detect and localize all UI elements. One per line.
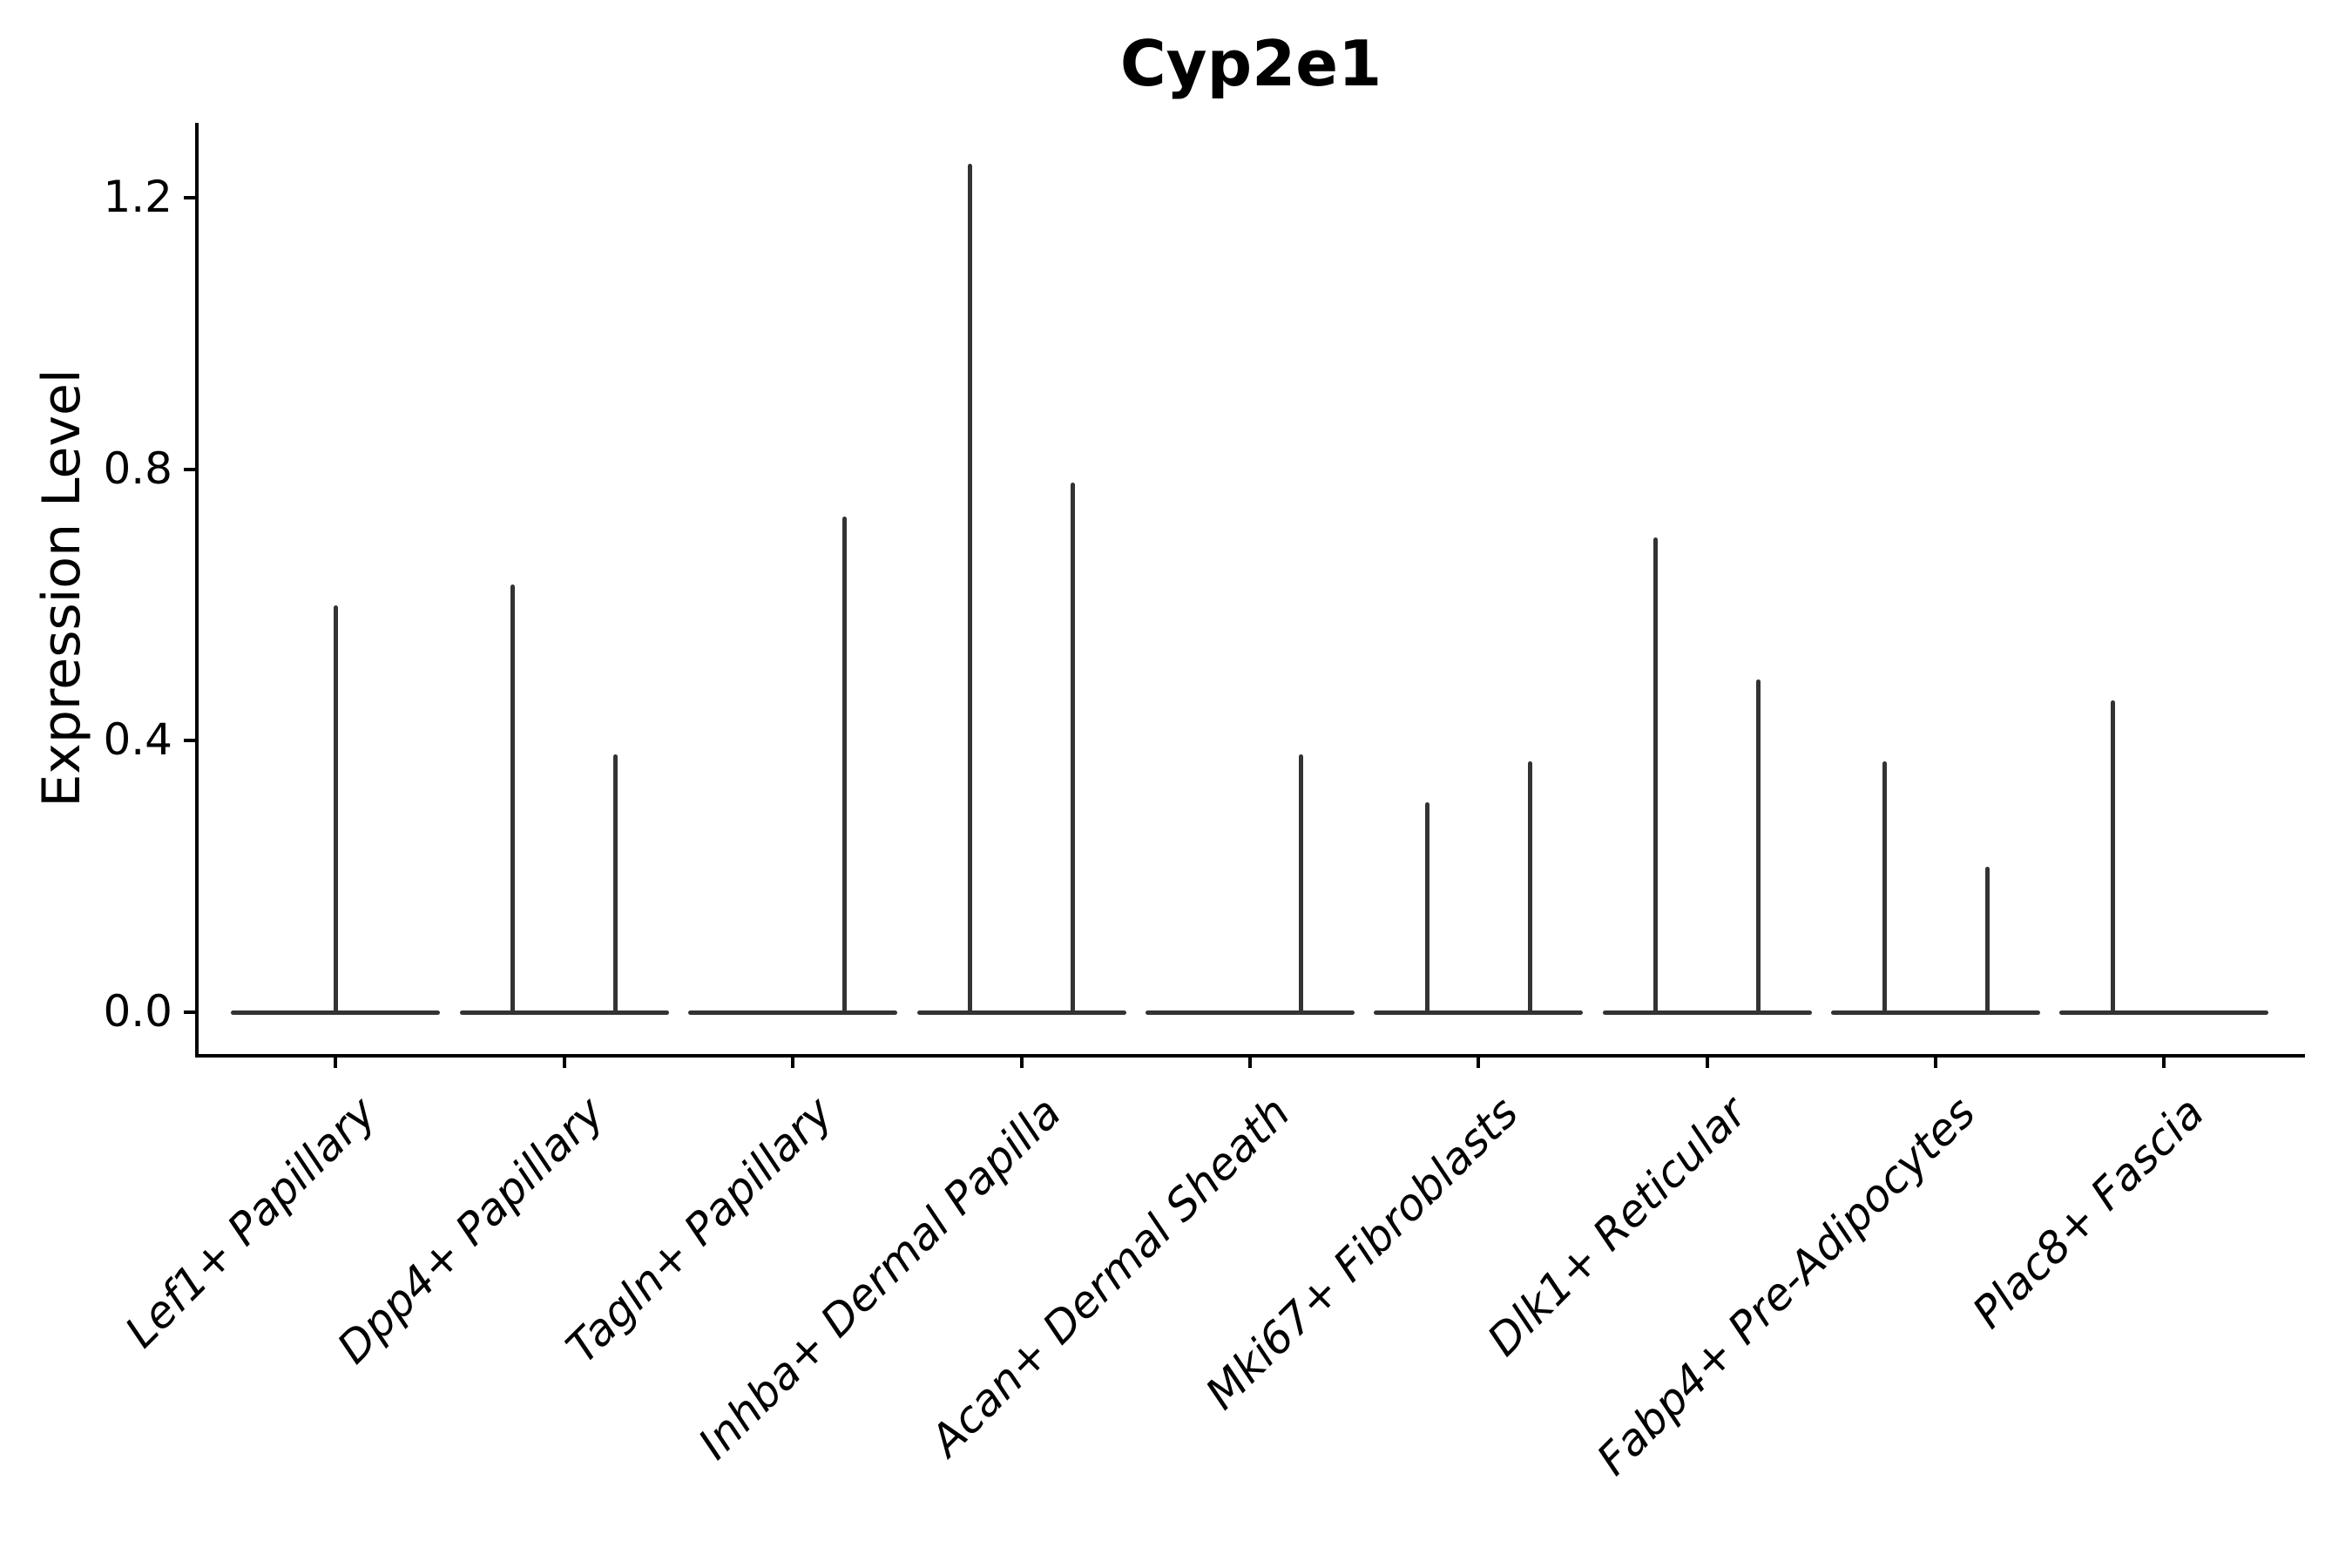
violin-spike (1299, 754, 1304, 1012)
violin-baseline (688, 1010, 898, 1015)
x-tick-mark (334, 1054, 338, 1068)
y-tick-label: 0.4 (103, 714, 172, 766)
violin-spike (333, 605, 338, 1012)
y-tick-label: 1.2 (103, 172, 172, 223)
violin-spike (613, 754, 618, 1012)
violin-spike (841, 517, 847, 1012)
violin-baseline (916, 1010, 1126, 1015)
x-tick-mark (1019, 1054, 1024, 1068)
violin-baseline (2059, 1010, 2269, 1015)
y-tick-mark (184, 196, 197, 200)
x-tick-mark (562, 1054, 566, 1068)
violin-spike (1984, 866, 1990, 1012)
x-tick-mark (2162, 1054, 2166, 1068)
violin-baseline (231, 1010, 441, 1015)
x-tick-label: Lef1+ Papillary (115, 1087, 386, 1358)
left-spine (195, 123, 199, 1056)
y-axis-label: Expression Level (31, 368, 92, 808)
violin-spike (1071, 483, 1076, 1012)
violin-spike (1882, 760, 1887, 1012)
x-tick-mark (791, 1054, 795, 1068)
violin-spike (1653, 537, 1659, 1012)
y-tick-label: 0.0 (103, 985, 172, 1037)
violin-spike (1424, 801, 1429, 1012)
violin-baseline (1145, 1010, 1355, 1015)
violin-spike (1527, 760, 1532, 1012)
x-tick-mark (1705, 1054, 1709, 1068)
y-tick-mark (184, 1010, 197, 1014)
violin-baseline (1831, 1010, 2041, 1015)
x-tick-mark (1247, 1054, 1252, 1068)
x-tick-mark (1477, 1054, 1481, 1068)
violin-spike (1756, 679, 1761, 1012)
x-tick-label: Plac8+ Fascia (1963, 1087, 2214, 1338)
violin-spike (968, 164, 973, 1012)
violin-spike (510, 585, 516, 1012)
y-tick-mark (184, 739, 197, 743)
violin-baseline (1374, 1010, 1584, 1015)
y-tick-mark (184, 467, 197, 471)
violin-spike (2110, 700, 2115, 1012)
x-tick-label: Fabp4+ Pre-Adipocytes (1587, 1087, 1986, 1485)
violin-baseline (1602, 1010, 1812, 1015)
violin-baseline (459, 1010, 669, 1015)
plot-title: Cyp2e1 (1119, 27, 1382, 100)
x-tick-label: Inhba+ Dermal Papilla (689, 1087, 1071, 1470)
x-tick-mark (1934, 1054, 1938, 1068)
y-tick-label: 0.8 (103, 443, 172, 494)
